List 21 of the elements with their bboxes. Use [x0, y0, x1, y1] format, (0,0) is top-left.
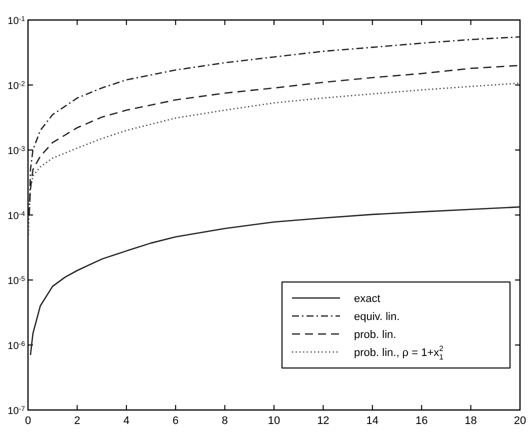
- legend-label: exact: [354, 293, 380, 305]
- y-tick-label: 10$^{-3}$: [8, 146, 26, 157]
- x-tick-label: 8: [222, 415, 228, 427]
- y-tick-label: 10$^{-5}$: [8, 276, 26, 287]
- legend-label: prob. lin.: [354, 329, 396, 341]
- x-tick-label: 4: [123, 415, 130, 427]
- x-tick-label: 18: [464, 415, 477, 427]
- legend-label: equiv. lin.: [354, 311, 400, 323]
- x-tick-label: 12: [317, 415, 330, 427]
- y-tick-label: 10$^{-2}$: [8, 80, 26, 92]
- y-tick-label: 10$^{-6}$: [8, 340, 26, 352]
- x-tick-label: 20: [514, 415, 526, 427]
- x-tick-label: 2: [74, 415, 80, 427]
- y-tick-label: 10$^{-4}$: [8, 210, 26, 222]
- y-tick-label: 10$^{-1}$: [8, 16, 26, 27]
- x-tick-label: 6: [172, 415, 179, 427]
- x-tick-label: 16: [415, 415, 428, 427]
- x-tick-label: 14: [366, 415, 379, 427]
- x-tick-label: 0: [24, 415, 32, 427]
- x-tick-label: 10: [268, 415, 280, 427]
- y-tick-label: 10$^{-7}$: [8, 406, 26, 417]
